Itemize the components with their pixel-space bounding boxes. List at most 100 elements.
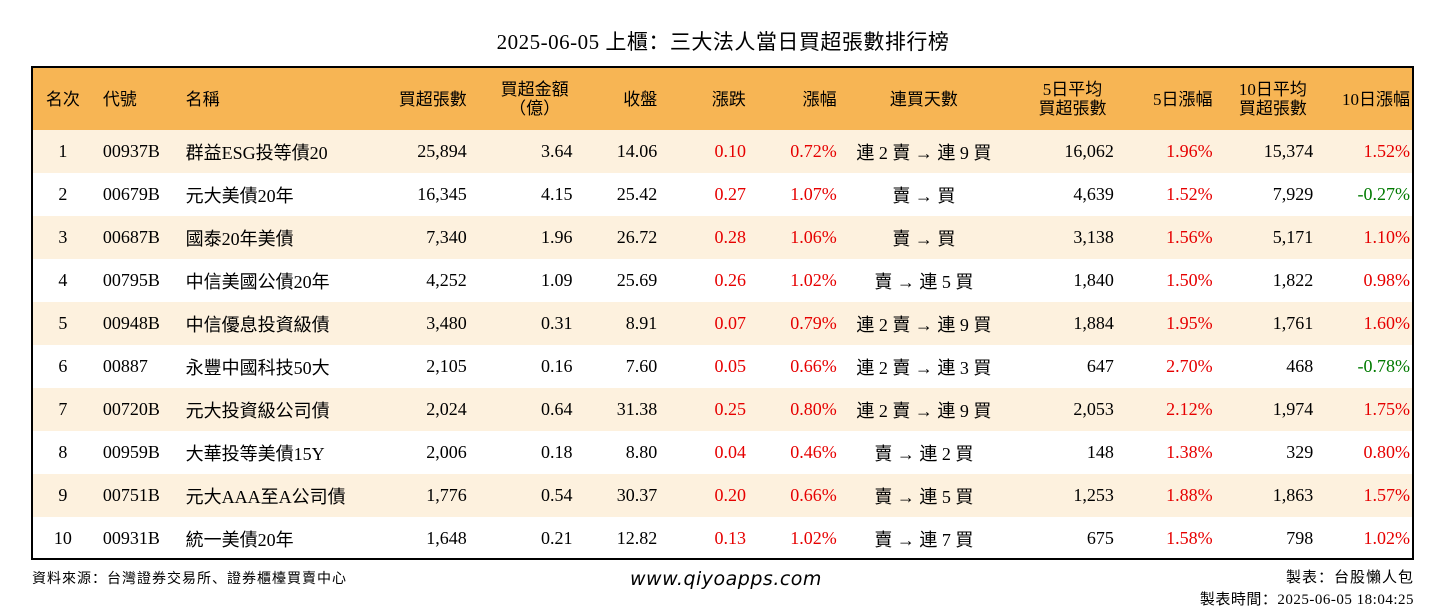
buy-lots-cell: 16,345: [417, 184, 467, 204]
pct10-cell: 1.10%: [1363, 227, 1411, 247]
table-row: 8 00959B 大華投等美債15Y 2,006 0.18 8.80 0.04 0.46% 賣 …: [33, 431, 1412, 474]
website-link[interactable]: www.qiyoapps.com: [630, 568, 822, 590]
rank-cell: 2: [58, 184, 68, 204]
rank-cell: 4: [58, 270, 68, 290]
streak-cell: 賣 → 連 7 買: [874, 529, 974, 550]
header-pct5: 5日漲幅: [1153, 89, 1213, 109]
name-cell: 大華投等美債15Y: [185, 443, 325, 464]
pct10-cell: 1.60%: [1363, 313, 1411, 333]
change-pct-cell: 1.02%: [790, 270, 837, 290]
avg5-cell: 4,639: [1073, 184, 1114, 204]
buy-amount-cell: 0.16: [540, 356, 573, 376]
buy-amount-cell: 3.64: [540, 141, 573, 161]
close-cell: 8.91: [625, 313, 658, 333]
avg5-cell: 647: [1086, 356, 1114, 376]
change-pct-cell: 0.46%: [790, 442, 837, 462]
name-cell: 永豐中國科技50大: [185, 357, 330, 378]
pct5-cell: 2.70%: [1166, 356, 1213, 376]
table-row: 3 00687B 國泰20年美債 7,340 1.96 26.72 0.28 1.06% 賣 →…: [33, 216, 1412, 259]
table-maker: 製表：台股懶人包: [1285, 570, 1414, 586]
change-pct-cell: 1.02%: [790, 528, 837, 548]
buy-lots-cell: 3,480: [426, 313, 467, 333]
avg10-cell: 329: [1286, 442, 1314, 462]
header-buy-amount: 買超金額 （億）: [467, 80, 573, 118]
table-row: 4 00795B 中信美國公債20年 4,252 1.09 25.69 0.26 1.02% 賣…: [33, 259, 1412, 302]
pct10-cell: 0.98%: [1363, 270, 1411, 290]
buy-lots-cell: 4,252: [426, 270, 467, 290]
avg5-cell: 2,053: [1073, 399, 1114, 419]
buy-amount-cell: 1.09: [540, 270, 573, 290]
change-cell: 0.10: [714, 141, 746, 161]
avg10-cell: 15,374: [1263, 141, 1314, 161]
buy-amount-cell: 0.31: [540, 313, 573, 333]
table-row: 5 00948B 中信優息投資級債 3,480 0.31 8.91 0.07 0.79% 連 2…: [33, 302, 1412, 345]
pct10-cell: -0.27%: [1357, 184, 1411, 204]
buy-amount-cell: 4.15: [540, 184, 573, 204]
buy-amount-cell: 0.64: [540, 399, 573, 419]
avg10-cell: 1,822: [1272, 270, 1314, 290]
close-cell: 25.42: [616, 184, 658, 204]
name-cell: 群益ESG投等債20: [185, 142, 328, 163]
pct5-cell: 1.38%: [1166, 442, 1213, 462]
name-cell: 中信美國公債20年: [185, 271, 330, 292]
code-cell: 00751B: [102, 485, 160, 505]
header-pct10: 10日漲幅: [1341, 89, 1410, 109]
code-cell: 00887: [102, 356, 148, 376]
close-cell: 14.06: [616, 141, 658, 161]
name-cell: 中信優息投資級債: [185, 314, 330, 335]
streak-cell: 連 2 賣 → 連 9 買: [856, 400, 992, 421]
ranking-table: 名次 代號 名稱 買超張數 買超金額 （億） 收盤 漲跌 漲幅 連買天數 5日平…: [31, 66, 1414, 560]
page-title: 2025-06-05 上櫃：三大法人當日買超張數排行榜: [496, 30, 950, 54]
avg5-cell: 1,253: [1073, 485, 1114, 505]
name-cell: 元大投資級公司債: [185, 400, 330, 421]
pct10-cell: 0.80%: [1363, 442, 1411, 462]
change-pct-cell: 0.80%: [790, 399, 837, 419]
avg5-cell: 16,062: [1064, 141, 1114, 161]
change-cell: 0.20: [714, 485, 746, 505]
streak-cell: 連 2 賣 → 連 9 買: [856, 142, 992, 163]
streak-cell: 賣 → 連 5 買: [874, 271, 974, 292]
streak-cell: 賣 → 連 5 買: [874, 486, 974, 507]
table-row: 7 00720B 元大投資級公司債 2,024 0.64 31.38 0.25 0.80% 連 …: [33, 388, 1412, 431]
rank-cell: 8: [58, 442, 68, 462]
buy-amount-cell: 0.21: [540, 528, 573, 548]
streak-cell: 連 2 賣 → 連 3 買: [856, 357, 992, 378]
header-code: 代號: [102, 89, 137, 109]
avg10-cell: 1,863: [1272, 485, 1314, 505]
pct5-cell: 2.12%: [1166, 399, 1213, 419]
pct5-cell: 1.95%: [1166, 313, 1213, 333]
change-cell: 0.26: [714, 270, 746, 290]
buy-lots-cell: 2,105: [426, 356, 467, 376]
avg10-cell: 798: [1286, 528, 1314, 548]
avg5-cell: 1,884: [1073, 313, 1114, 333]
close-cell: 26.72: [616, 227, 658, 247]
buy-amount-cell: 0.54: [540, 485, 573, 505]
avg10-cell: 1,761: [1272, 313, 1314, 333]
buy-amount-cell: 0.18: [540, 442, 573, 462]
buy-lots-cell: 25,894: [417, 141, 467, 161]
streak-cell: 賣 → 買: [892, 228, 956, 249]
change-cell: 0.27: [714, 184, 746, 204]
rank-cell: 10: [53, 528, 72, 548]
header-avg5-line1: 5日平均: [1042, 80, 1103, 99]
header-rank: 名次: [45, 89, 80, 109]
rank-cell: 1: [58, 141, 68, 161]
table-row: 2 00679B 元大美債20年 16,345 4.15 25.42 0.27 1.07% 賣 …: [33, 173, 1412, 216]
name-cell: 國泰20年美債: [185, 228, 294, 249]
avg10-cell: 7,929: [1272, 184, 1314, 204]
header-avg10-line1: 10日平均: [1238, 80, 1307, 99]
change-cell: 0.05: [714, 356, 746, 376]
avg5-cell: 148: [1086, 442, 1114, 462]
change-cell: 0.07: [714, 313, 746, 333]
pct5-cell: 1.56%: [1166, 227, 1213, 247]
close-cell: 30.37: [616, 485, 658, 505]
avg10-cell: 5,171: [1272, 227, 1314, 247]
header-name: 名稱: [185, 89, 220, 109]
close-cell: 8.80: [625, 442, 658, 462]
close-cell: 25.69: [616, 270, 658, 290]
buy-lots-cell: 2,024: [426, 399, 467, 419]
pct10-cell: 1.52%: [1363, 141, 1411, 161]
code-cell: 00937B: [102, 141, 160, 161]
header-buy-lots: 買超張數: [398, 89, 467, 109]
header-avg10: 10日平均 買超張數: [1213, 80, 1314, 118]
